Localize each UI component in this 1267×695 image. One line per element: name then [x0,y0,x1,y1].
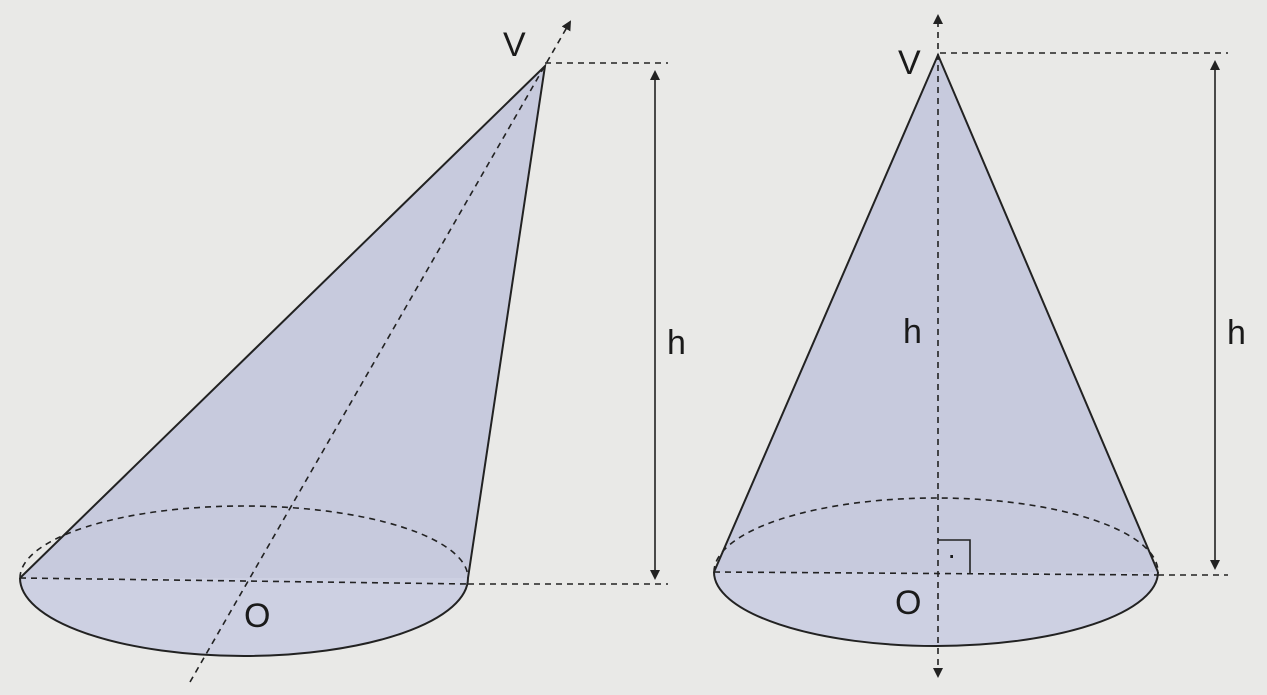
oblique-cone-base-front [20,578,468,656]
right-cone-surface [714,55,1158,572]
oblique-cone-outline [19,63,547,579]
oblique-cone-vertex-label: V [503,26,526,64]
oblique-cone-center-label: O [244,597,270,635]
oblique-cone-base-diameter [19,577,469,585]
right-angle-dot: · [947,539,956,570]
oblique-cone-base-front-edge [19,577,469,657]
right-cone-height-label: h [1227,314,1246,352]
right-angle-marker [938,539,971,573]
right-cone-inner-height-label: h [903,313,922,351]
oblique-cone-base-back-edge [19,505,469,579]
oblique-cone: V O h [19,20,686,683]
right-cone-vertex-label: V [898,44,921,82]
right-cone: · V O h h [713,14,1246,678]
oblique-cone-axis [189,20,571,683]
right-cone-center-label: O [895,584,921,622]
right-cone-base-front [714,572,1158,646]
oblique-cone-height-label: h [667,324,686,362]
